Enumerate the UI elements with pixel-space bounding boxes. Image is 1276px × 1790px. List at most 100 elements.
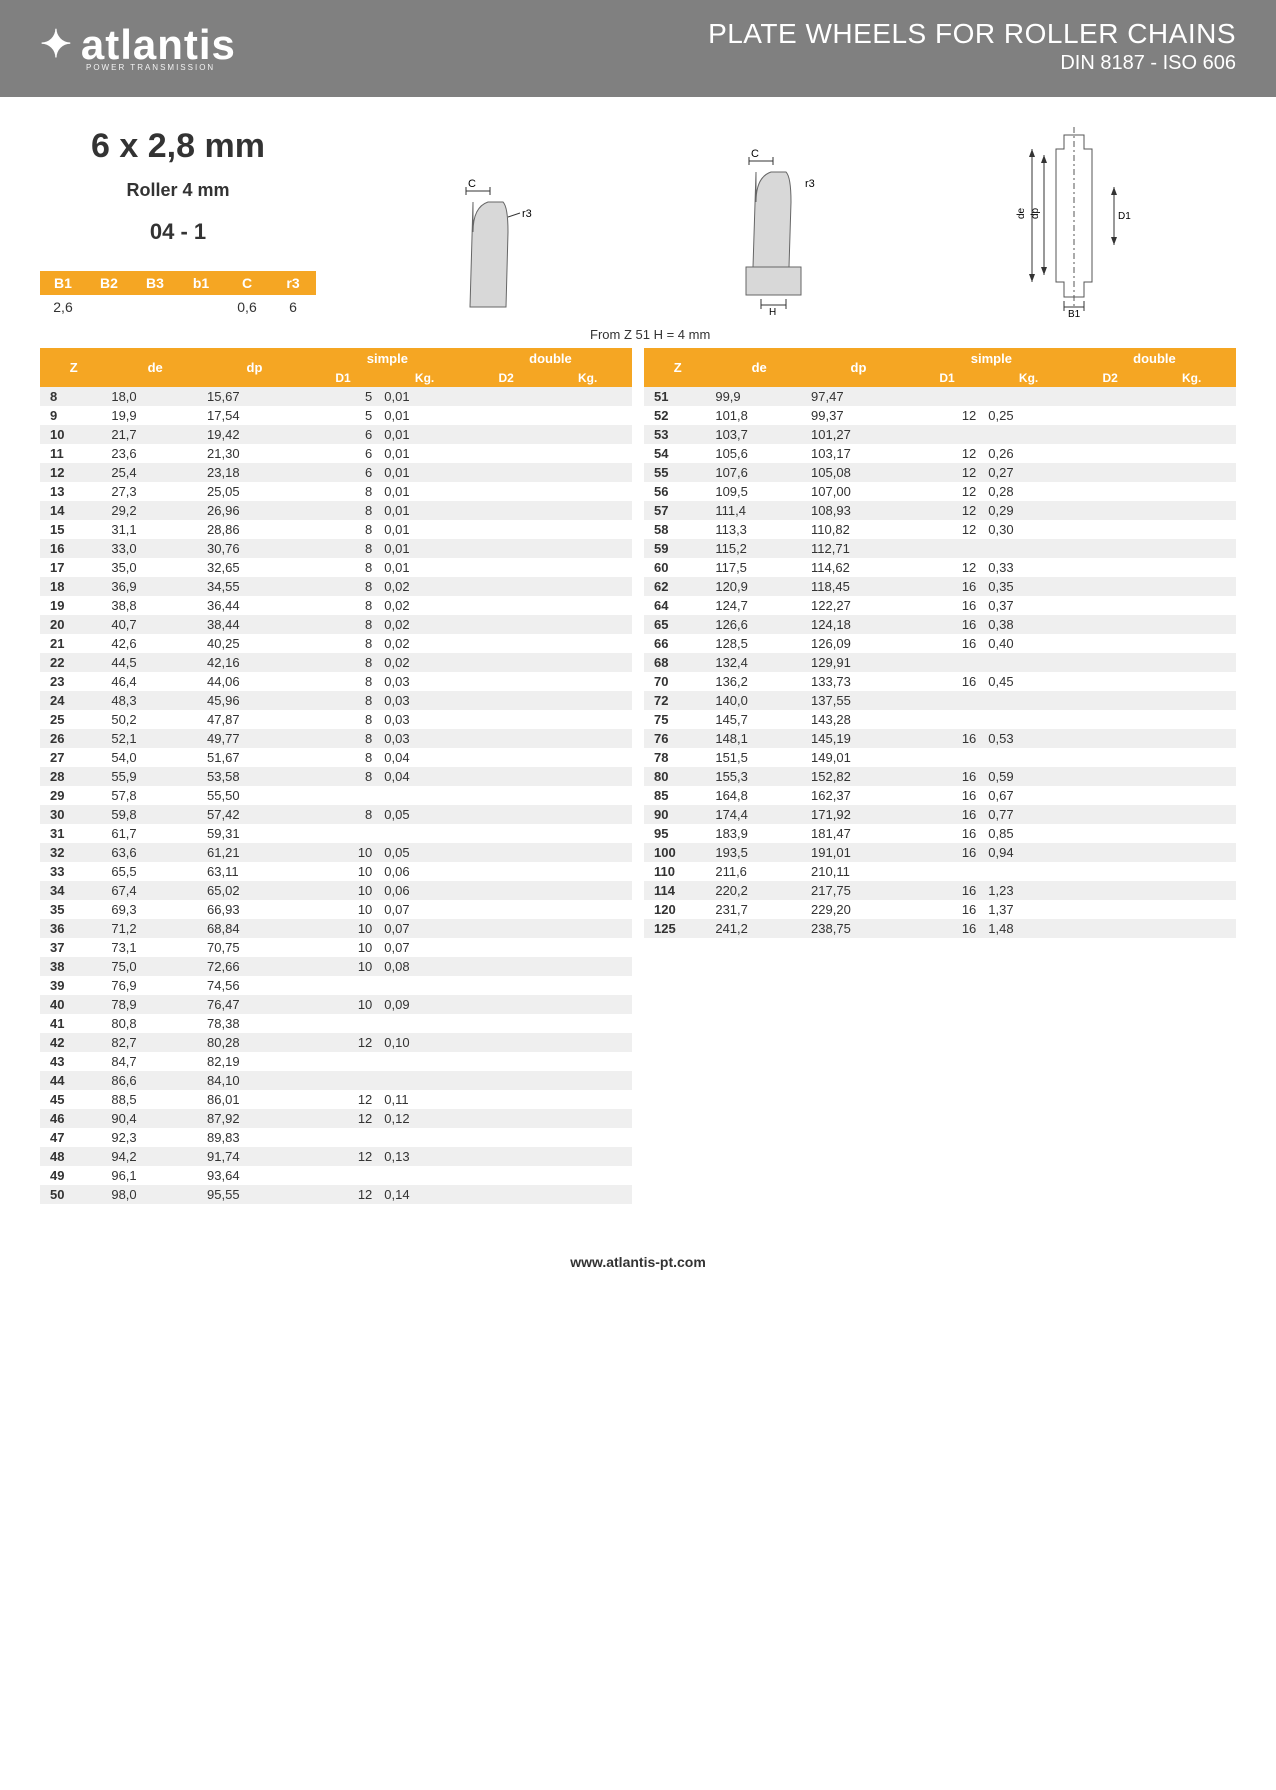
- cell-dp: 47,87: [203, 710, 306, 729]
- cell-dp: 26,96: [203, 501, 306, 520]
- cell-kg1: 0,09: [380, 995, 469, 1014]
- cell-z: 23: [40, 672, 107, 691]
- cell-kg2: [1147, 653, 1236, 672]
- cell-kg1: 0,02: [380, 577, 469, 596]
- cell-z: 15: [40, 520, 107, 539]
- table-row: 1735,032,6580,01: [40, 558, 632, 577]
- cell-de: 63,6: [107, 843, 203, 862]
- cell-d2: [1073, 843, 1147, 862]
- cell-kg2: [543, 653, 632, 672]
- table-row: 3875,072,66100,08: [40, 957, 632, 976]
- cell-dp: 91,74: [203, 1147, 306, 1166]
- table-row: 110211,6210,11: [644, 862, 1236, 881]
- cell-dp: 93,64: [203, 1166, 306, 1185]
- cell-d2: [1073, 653, 1147, 672]
- cell-kg1: 0,03: [380, 710, 469, 729]
- cell-dp: 57,42: [203, 805, 306, 824]
- cell-d2: [469, 387, 543, 406]
- roller-label: Roller 4 mm: [40, 180, 316, 201]
- cell-z: 85: [644, 786, 711, 805]
- cell-dp: 61,21: [203, 843, 306, 862]
- table-row: 3365,563,11100,06: [40, 862, 632, 881]
- cell-d2: [1073, 748, 1147, 767]
- cell-kg1: 0,02: [380, 634, 469, 653]
- cell-de: 193,5: [711, 843, 807, 862]
- cell-de: 33,0: [107, 539, 203, 558]
- cell-z: 52: [644, 406, 711, 425]
- cell-d2: [469, 1185, 543, 1204]
- cell-kg1: 0,94: [984, 843, 1073, 862]
- cell-dp: 126,09: [807, 634, 910, 653]
- cell-kg1: 0,67: [984, 786, 1073, 805]
- cell-d1: 16: [910, 672, 984, 691]
- cell-kg1: 0,25: [984, 406, 1073, 425]
- table-row: 1123,621,3060,01: [40, 444, 632, 463]
- cell-de: 55,9: [107, 767, 203, 786]
- cell-d1: 8: [306, 653, 380, 672]
- cell-kg2: [1147, 482, 1236, 501]
- table-row: 85164,8162,37160,67: [644, 786, 1236, 805]
- param-header: B2: [86, 271, 132, 295]
- cell-z: 95: [644, 824, 711, 843]
- cell-d1: 16: [910, 824, 984, 843]
- cell-z: 57: [644, 501, 711, 520]
- cell-dp: 122,27: [807, 596, 910, 615]
- cell-z: 76: [644, 729, 711, 748]
- cell-z: 36: [40, 919, 107, 938]
- cell-kg2: [1147, 710, 1236, 729]
- cell-kg1: 0,01: [380, 406, 469, 425]
- cell-kg1: 0,11: [380, 1090, 469, 1109]
- cell-z: 75: [644, 710, 711, 729]
- col-z: Z: [40, 348, 107, 387]
- col-dp: dp: [203, 348, 306, 387]
- svg-text:dp: dp: [1030, 207, 1041, 219]
- col-d1: D1: [910, 369, 984, 387]
- cell-d1: 16: [910, 596, 984, 615]
- cell-kg1: 0,85: [984, 824, 1073, 843]
- table-row: 70136,2133,73160,45: [644, 672, 1236, 691]
- cell-dp: 63,11: [203, 862, 306, 881]
- cell-z: 44: [40, 1071, 107, 1090]
- cell-dp: 21,30: [203, 444, 306, 463]
- svg-text:C: C: [468, 178, 476, 190]
- table-row: 3773,170,75100,07: [40, 938, 632, 957]
- cell-dp: 70,75: [203, 938, 306, 957]
- cell-dp: 105,08: [807, 463, 910, 482]
- code-label: 04 - 1: [40, 219, 316, 245]
- cell-kg1: 0,05: [380, 805, 469, 824]
- cell-d2: [469, 672, 543, 691]
- col-de: de: [711, 348, 807, 387]
- cell-dp: 181,47: [807, 824, 910, 843]
- cell-de: 132,4: [711, 653, 807, 672]
- col-simple: simple: [910, 348, 1073, 369]
- page-title: PLATE WHEELS FOR ROLLER CHAINS: [708, 18, 1236, 50]
- cell-d2: [469, 881, 543, 900]
- table-row: 4996,193,64: [40, 1166, 632, 1185]
- cell-de: 174,4: [711, 805, 807, 824]
- cell-d1: 8: [306, 767, 380, 786]
- cell-kg1: 0,07: [380, 938, 469, 957]
- cell-de: 54,0: [107, 748, 203, 767]
- cell-d2: [1073, 786, 1147, 805]
- cell-d1: 8: [306, 729, 380, 748]
- cell-kg2: [543, 843, 632, 862]
- cell-kg2: [1147, 843, 1236, 862]
- cell-d2: [1073, 672, 1147, 691]
- cell-z: 18: [40, 577, 107, 596]
- cell-dp: 133,73: [807, 672, 910, 691]
- logo-text: atlantis: [81, 21, 236, 69]
- cell-d2: [469, 596, 543, 615]
- cell-d1: [910, 539, 984, 558]
- table-row: 62120,9118,45160,35: [644, 577, 1236, 596]
- table-row: 95183,9181,47160,85: [644, 824, 1236, 843]
- cell-d2: [1073, 824, 1147, 843]
- table-row: 1938,836,4480,02: [40, 596, 632, 615]
- cell-d2: [1073, 691, 1147, 710]
- cell-de: 25,4: [107, 463, 203, 482]
- cell-d2: [469, 767, 543, 786]
- cell-kg1: [380, 1166, 469, 1185]
- cell-kg2: [543, 425, 632, 444]
- cell-kg2: [1147, 615, 1236, 634]
- cell-z: 42: [40, 1033, 107, 1052]
- cell-de: 164,8: [711, 786, 807, 805]
